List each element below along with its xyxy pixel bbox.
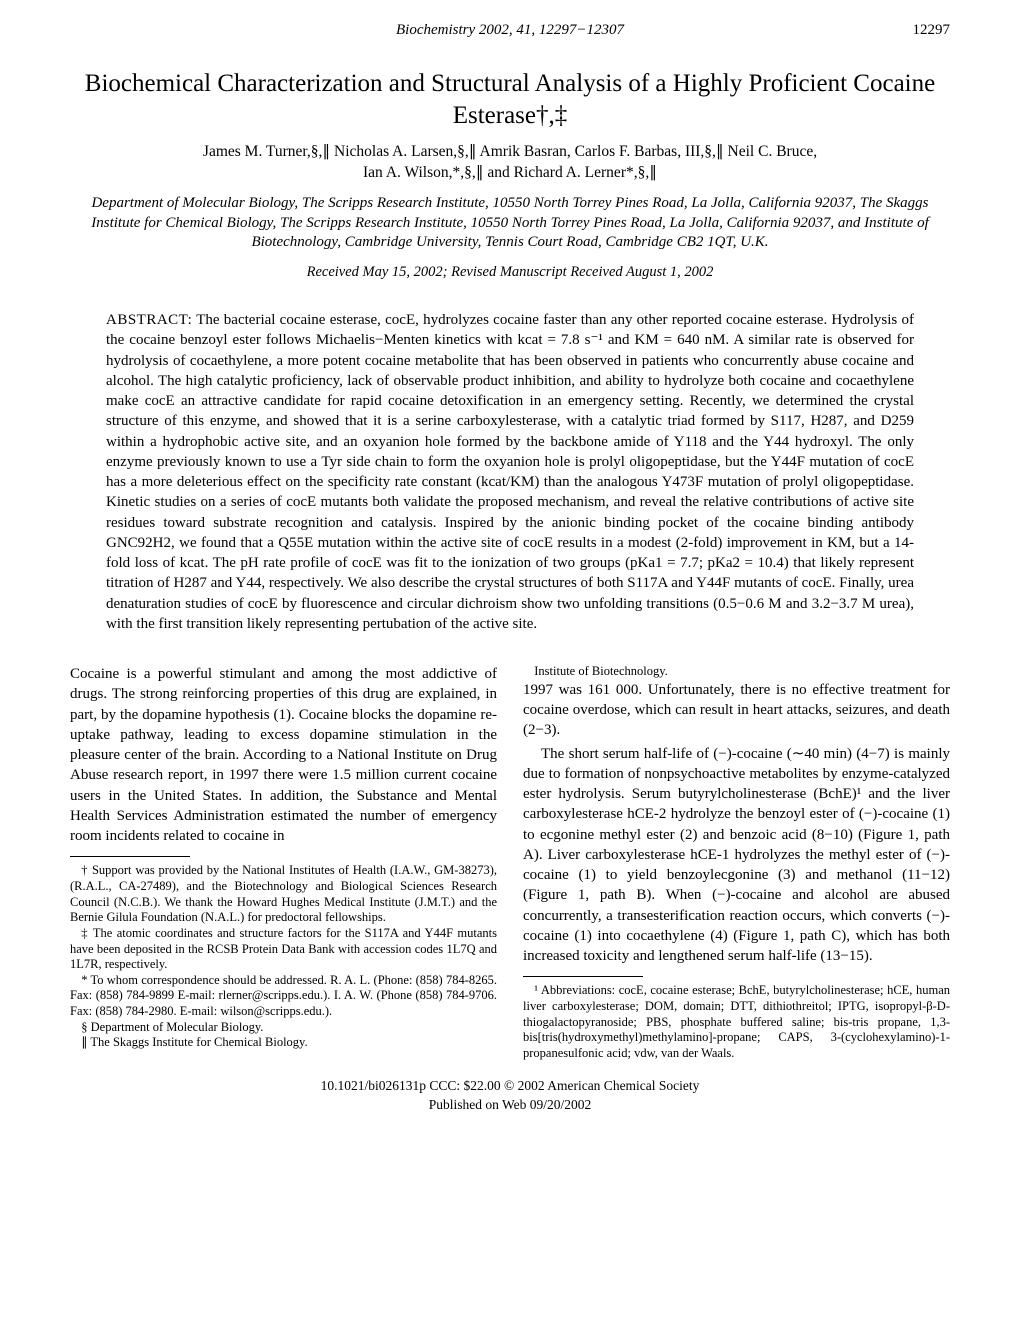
footnote-biotech: Institute of Biotechnology. <box>523 664 950 680</box>
body-paragraph-1: Cocaine is a powerful stimulant and amon… <box>70 664 497 846</box>
running-header: Biochemistry 2002, 41, 12297−12307 12297 <box>70 20 950 40</box>
footnote-funding: † Support was provided by the National I… <box>70 863 497 926</box>
article-title: Biochemical Characterization and Structu… <box>70 68 950 131</box>
abstract-block: ABSTRACT: The bacterial cocaine esterase… <box>106 310 914 634</box>
footnote-skaggs: ∥ The Skaggs Institute for Chemical Biol… <box>70 1035 497 1051</box>
footnote-dept-molbio: § Department of Molecular Biology. <box>70 1020 497 1036</box>
authors-line-2: Ian A. Wilson,*,§,∥ and Richard A. Lerne… <box>363 164 657 181</box>
body-paragraph-3: The short serum half-life of (−)-cocaine… <box>523 744 950 967</box>
footnotes-right: ¹ Abbreviations: cocE, cocaine esterase;… <box>523 983 950 1061</box>
footer-block: 10.1021/bi026131p CCC: $22.00 © 2002 Ame… <box>70 1077 950 1113</box>
abstract-label: ABSTRACT: <box>106 312 192 328</box>
published-date: Published on Web 09/20/2002 <box>429 1097 592 1112</box>
author-list: James M. Turner,§,∥ Nicholas A. Larsen,§… <box>70 141 950 184</box>
footnote-separator-left <box>70 856 190 857</box>
journal-citation: Biochemistry 2002, 41, 12297−12307 <box>150 20 870 40</box>
footnote-correspondence: * To whom correspondence should be addre… <box>70 973 497 1020</box>
page-number: 12297 <box>870 20 950 40</box>
authors-line-1: James M. Turner,§,∥ Nicholas A. Larsen,§… <box>203 143 817 160</box>
header-spacer <box>70 20 150 40</box>
footnote-separator-right <box>523 976 643 977</box>
abstract-text: The bacterial cocaine esterase, cocE, hy… <box>106 312 914 632</box>
body-paragraph-2: 1997 was 161 000. Unfortunately, there i… <box>523 680 950 741</box>
affiliations: Department of Molecular Biology, The Scr… <box>70 194 950 253</box>
doi-copyright: 10.1021/bi026131p CCC: $22.00 © 2002 Ame… <box>321 1078 700 1093</box>
body-columns: Cocaine is a powerful stimulant and amon… <box>70 664 950 1061</box>
footnote-pdb: ‡ The atomic coordinates and structure f… <box>70 926 497 973</box>
footnote-abbreviations: ¹ Abbreviations: cocE, cocaine esterase;… <box>523 983 950 1061</box>
received-dates: Received May 15, 2002; Revised Manuscrip… <box>70 263 950 283</box>
